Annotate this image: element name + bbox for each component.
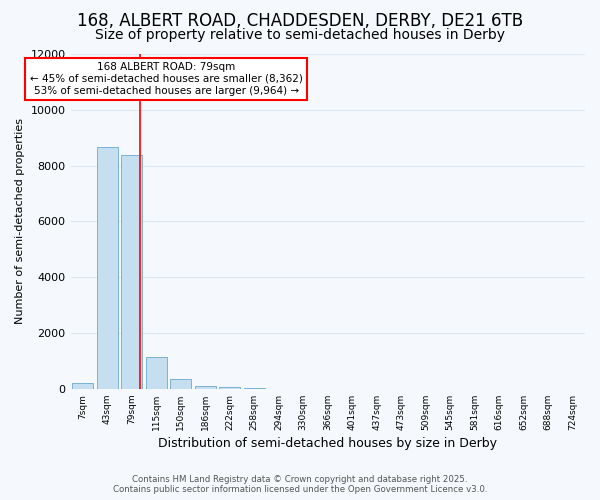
Y-axis label: Number of semi-detached properties: Number of semi-detached properties [15, 118, 25, 324]
Bar [170, 379, 191, 389]
Bar [146, 356, 167, 389]
Bar [244, 388, 265, 389]
Bar [220, 387, 240, 389]
Bar [121, 155, 142, 389]
Text: Size of property relative to semi-detached houses in Derby: Size of property relative to semi-detach… [95, 28, 505, 42]
Text: Contains HM Land Registry data © Crown copyright and database right 2025.
Contai: Contains HM Land Registry data © Crown c… [113, 474, 487, 494]
Bar [195, 386, 215, 389]
Bar [73, 383, 93, 389]
Text: 168 ALBERT ROAD: 79sqm
← 45% of semi-detached houses are smaller (8,362)
53% of : 168 ALBERT ROAD: 79sqm ← 45% of semi-det… [29, 62, 302, 96]
Text: 168, ALBERT ROAD, CHADDESDEN, DERBY, DE21 6TB: 168, ALBERT ROAD, CHADDESDEN, DERBY, DE2… [77, 12, 523, 30]
Bar [97, 146, 118, 389]
X-axis label: Distribution of semi-detached houses by size in Derby: Distribution of semi-detached houses by … [158, 437, 497, 450]
